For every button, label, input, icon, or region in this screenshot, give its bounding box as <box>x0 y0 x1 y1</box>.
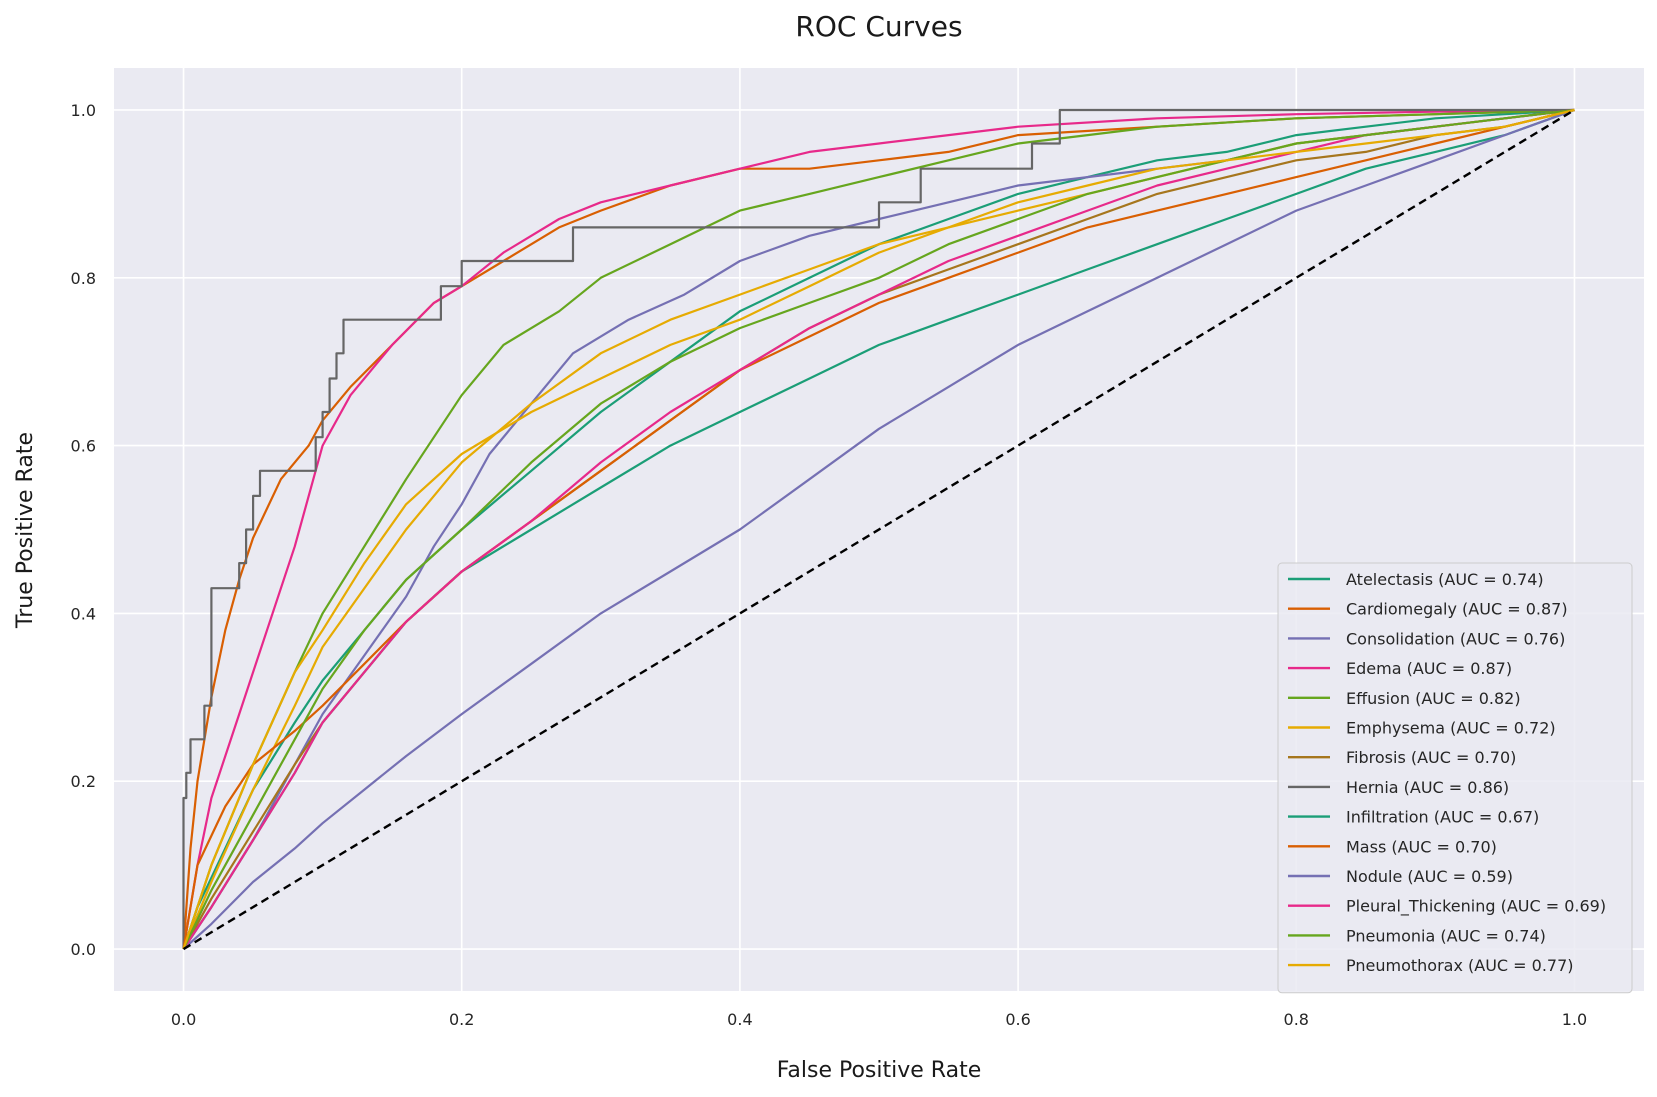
series-line-4 <box>182 108 1575 950</box>
y-tick-label: 0.4 <box>71 604 96 623</box>
series-line-3 <box>182 108 1575 950</box>
legend-entry: Emphysema (AUC = 0.72) <box>1346 719 1556 738</box>
series-line-0 <box>182 108 1575 950</box>
chart-title: ROC Curves <box>795 10 962 43</box>
legend-entry: Atelectasis (AUC = 0.74) <box>1346 570 1544 589</box>
legend-entry: Effusion (AUC = 0.82) <box>1346 689 1521 708</box>
x-axis-ticks: 0.0 0.2 0.4 0.6 0.8 1.0 <box>171 1010 1587 1029</box>
chance-diagonal-line <box>182 108 1576 951</box>
legend: Atelectasis (AUC = 0.74) Cardiomegaly (AU… <box>1277 562 1633 994</box>
y-tick-label: 0.2 <box>71 772 96 791</box>
y-tick-label: 0.8 <box>71 269 96 288</box>
series-line-11 <box>182 108 1575 950</box>
legend-box <box>1277 562 1633 994</box>
legend-entry: Pneumothorax (AUC = 0.77) <box>1346 956 1574 975</box>
y-axis-ticks: 0.0 0.2 0.4 0.6 0.8 1.0 <box>71 101 96 959</box>
legend-entry: Fibrosis (AUC = 0.70) <box>1346 748 1516 767</box>
series-line-13 <box>182 108 1575 950</box>
x-tick-label: 0.2 <box>449 1010 474 1029</box>
x-tick-label: 0.4 <box>727 1010 752 1029</box>
y-tick-label: 0.0 <box>71 940 96 959</box>
legend-entry: Pneumonia (AUC = 0.74) <box>1346 926 1546 945</box>
y-tick-label: 1.0 <box>71 101 96 120</box>
x-tick-label: 0.0 <box>171 1010 196 1029</box>
legend-entry: Consolidation (AUC = 0.76) <box>1346 629 1565 648</box>
legend-entry: Pleural_Thickening (AUC = 0.69) <box>1346 897 1606 917</box>
series-line-12 <box>182 108 1575 950</box>
x-tick-label: 1.0 <box>1562 1010 1587 1029</box>
legend-entry: Edema (AUC = 0.87) <box>1346 659 1512 678</box>
y-tick-label: 0.6 <box>71 437 96 456</box>
series-line-7 <box>182 108 1575 949</box>
legend-entry: Nodule (AUC = 0.59) <box>1346 867 1513 886</box>
legend-entry: Hernia (AUC = 0.86) <box>1346 778 1509 797</box>
x-tick-label: 0.6 <box>1005 1010 1030 1029</box>
legend-entry: Infiltration (AUC = 0.67) <box>1346 808 1539 827</box>
x-tick-label: 0.8 <box>1284 1010 1309 1029</box>
legend-entry: Mass (AUC = 0.70) <box>1346 837 1497 856</box>
series-line-10 <box>182 108 1575 950</box>
series-layer <box>182 108 1575 950</box>
x-axis-label: False Positive Rate <box>777 1058 981 1083</box>
legend-entry: Cardiomegaly (AUC = 0.87) <box>1346 600 1568 619</box>
y-axis-label: True Positive Rate <box>13 432 38 629</box>
